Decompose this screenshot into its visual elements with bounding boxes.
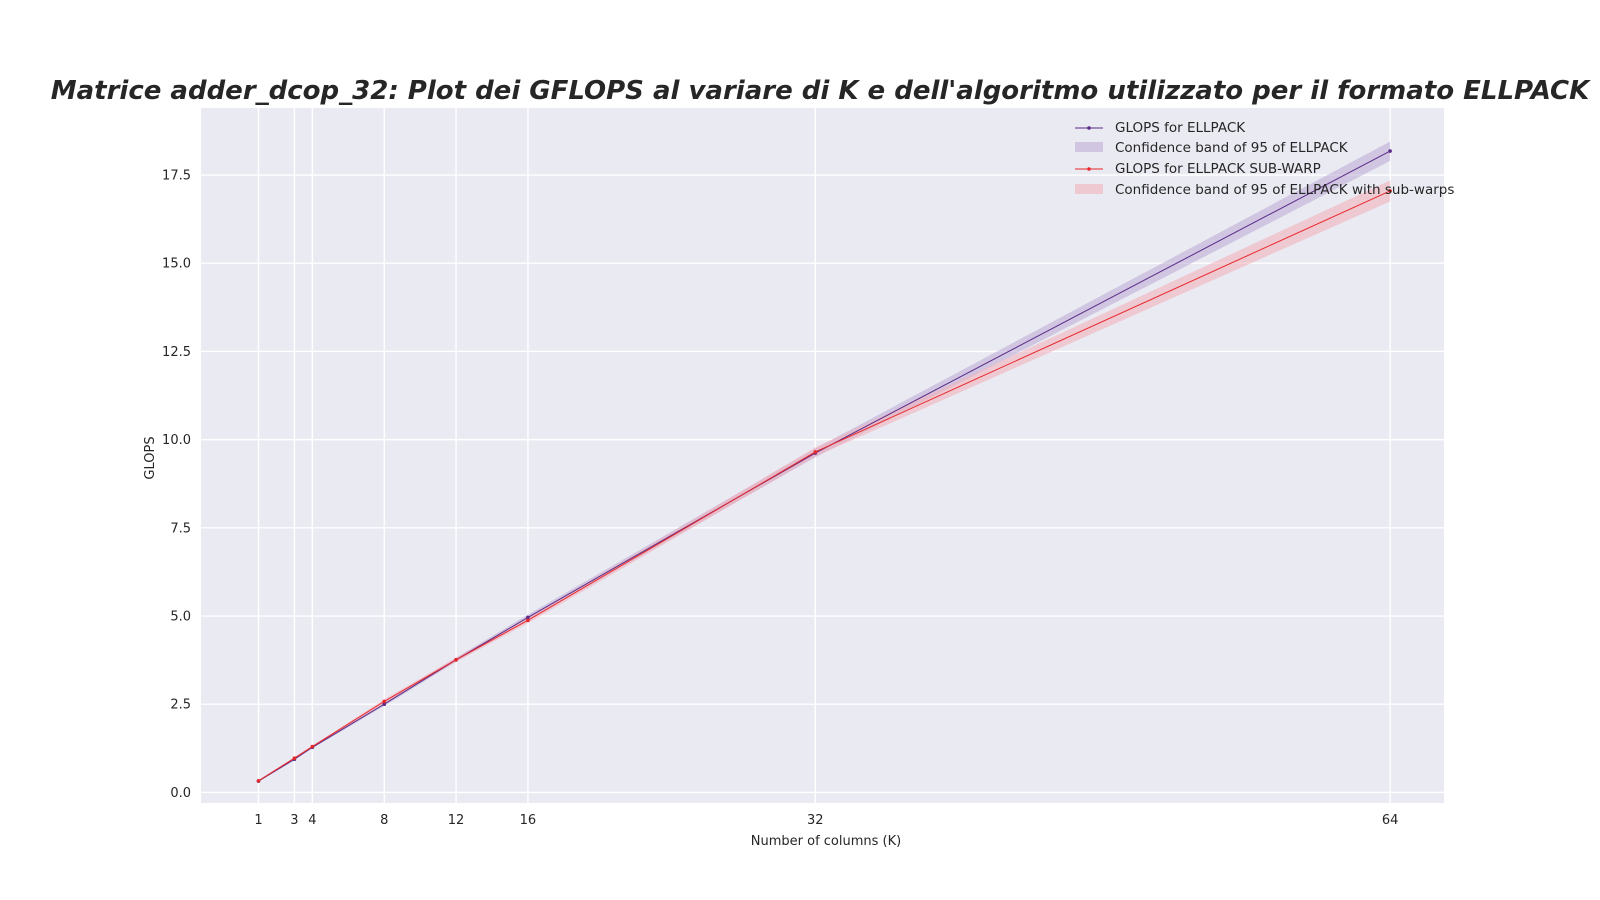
legend-marker-subwarp [1087,167,1091,171]
legend-swatch-ellpack-band [1075,142,1103,152]
data-point-0 [382,702,387,707]
legend-swatch-subwarp-band [1075,184,1103,194]
x-tick-label: 4 [308,813,316,828]
data-point-1 [292,756,297,760]
data-point-1 [256,778,261,783]
data-point-1 [1388,189,1392,193]
confidence-band-0 [258,141,1391,782]
x-tick-label: 32 [807,813,824,828]
y-tick-label: 0.0 [170,786,191,801]
data-point-0 [1388,149,1392,153]
series-line-1 [258,190,1391,782]
y-tick-label: 15.0 [162,257,191,272]
legend-label-subwarp-band: Confidence band of 95 of ELLPACK with su… [1115,182,1454,198]
y-tick-label: 7.5 [170,521,191,536]
legend: GLOPS for ELLPACK Confidence band of 95 … [1075,120,1454,198]
series-lines [256,149,1392,783]
x-tick-label: 12 [448,813,465,828]
data-point-1 [813,450,818,454]
y-tick-label: 10.0 [162,433,191,448]
x-tick-label: 64 [1382,813,1399,828]
data-point-0 [526,615,530,620]
chart-title: Matrice adder_dcop_32: Plot dei GFLOPS a… [51,76,1591,106]
data-point-1 [454,657,458,662]
tick-labels: 1 3 4 8 12 16 32 64 0.0 2.5 5.0 7.5 10.0 12.5 15.0 17.5 [162,169,1398,828]
y-tick-label: 2.5 [170,698,191,713]
legend-label-subwarp: GLOPS for ELLPACK SUB-WARP [1115,161,1321,177]
confidence-band-1 [258,180,1391,782]
data-point-1 [526,618,530,623]
x-tick-label: 16 [520,813,537,828]
y-tick-label: 12.5 [162,345,191,360]
legend-label-ellpack-band: Confidence band of 95 of ELLPACK [1115,140,1349,156]
legend-label-ellpack: GLOPS for ELLPACK [1115,120,1246,136]
confidence-bands [258,141,1391,782]
grid-layer [201,108,1444,803]
y-tick-label: 5.0 [170,610,191,625]
data-point-1 [382,699,387,704]
legend-marker-ellpack [1087,126,1091,130]
x-axis-label: Number of columns (K) [751,834,901,849]
x-tick-label: 3 [290,813,298,828]
data-point-1 [310,744,315,749]
y-tick-label: 17.5 [162,169,191,184]
y-axis-label: GLOPS [143,436,158,479]
x-tick-label: 8 [380,813,388,828]
x-tick-label: 1 [254,813,262,828]
